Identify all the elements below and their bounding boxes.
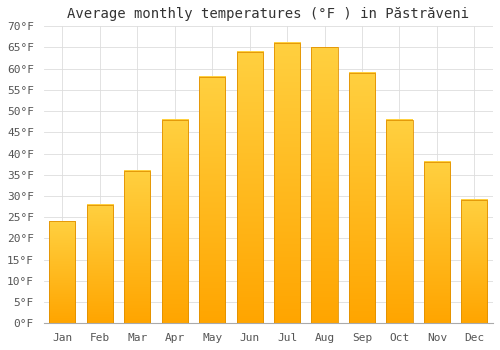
Bar <box>199 77 226 323</box>
Bar <box>312 48 338 323</box>
Bar <box>124 170 150 323</box>
Bar <box>424 162 450 323</box>
Bar <box>386 120 412 323</box>
Bar <box>50 222 76 323</box>
Bar <box>86 204 113 323</box>
Title: Average monthly temperatures (°F ) in Păstrăveni: Average monthly temperatures (°F ) in Pă… <box>68 7 469 21</box>
Bar <box>461 200 487 323</box>
Bar <box>162 120 188 323</box>
Bar <box>274 43 300 323</box>
Bar <box>236 52 262 323</box>
Bar <box>349 73 375 323</box>
